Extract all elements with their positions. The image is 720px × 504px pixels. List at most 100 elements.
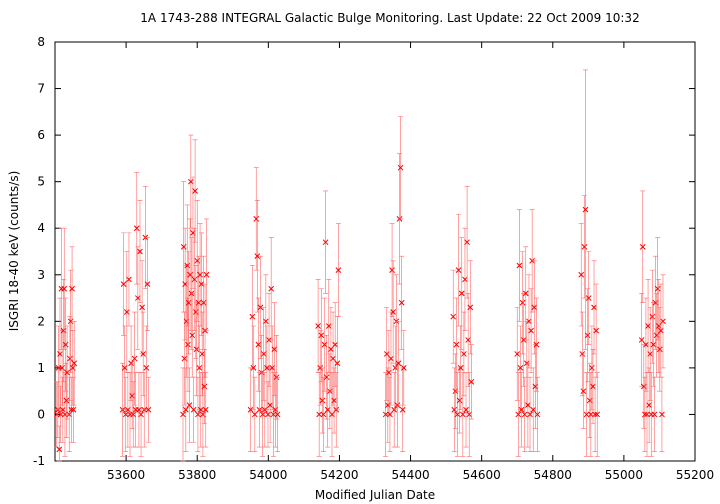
data-point bbox=[649, 313, 656, 320]
data-point bbox=[325, 323, 332, 329]
data-point bbox=[461, 351, 467, 357]
data-point bbox=[324, 406, 331, 413]
data-point bbox=[138, 411, 144, 418]
data-point bbox=[68, 406, 75, 413]
data-point bbox=[533, 341, 540, 348]
data-point bbox=[316, 411, 323, 418]
data-point bbox=[522, 290, 529, 297]
data-point bbox=[592, 411, 598, 418]
data-point bbox=[526, 318, 532, 325]
data-point bbox=[458, 290, 465, 297]
data-point bbox=[653, 332, 660, 339]
data-point bbox=[131, 355, 138, 362]
data-point bbox=[651, 411, 658, 418]
data-point bbox=[658, 327, 664, 334]
data-point bbox=[467, 304, 474, 311]
data-point bbox=[585, 295, 592, 301]
data-point bbox=[63, 397, 70, 404]
data-point bbox=[71, 360, 78, 367]
data-point bbox=[465, 337, 472, 343]
data-point bbox=[67, 355, 73, 362]
y-tick-label: 6 bbox=[37, 128, 45, 142]
plot-frame bbox=[54, 41, 696, 462]
data-point bbox=[453, 341, 460, 348]
data-point bbox=[144, 281, 151, 287]
data-point bbox=[527, 411, 533, 418]
data-point bbox=[267, 402, 273, 408]
data-point bbox=[129, 392, 136, 399]
data-point bbox=[584, 332, 591, 339]
x-tick-label: 55000 bbox=[605, 468, 643, 482]
data-point bbox=[145, 406, 152, 413]
data-point bbox=[332, 341, 339, 348]
data-point bbox=[328, 346, 334, 353]
data-point bbox=[334, 360, 341, 367]
data-point bbox=[395, 360, 402, 367]
data-point bbox=[181, 355, 188, 362]
data-point bbox=[268, 285, 275, 292]
data-point bbox=[643, 341, 649, 348]
data-point bbox=[185, 341, 191, 348]
data-point bbox=[656, 346, 663, 353]
data-point bbox=[386, 369, 392, 376]
data-point bbox=[140, 351, 147, 357]
y-tick-label: 0 bbox=[37, 407, 45, 421]
data-point bbox=[272, 406, 279, 413]
data-point bbox=[530, 406, 537, 413]
x-tick-label: 54800 bbox=[534, 468, 572, 482]
data-point bbox=[459, 411, 466, 418]
data-point bbox=[259, 411, 266, 418]
data-point bbox=[457, 365, 464, 371]
data-point bbox=[384, 402, 391, 408]
data-point bbox=[254, 253, 261, 260]
x-tick-label: 54400 bbox=[391, 468, 429, 482]
data-point bbox=[329, 411, 335, 418]
y-tick-label: 8 bbox=[37, 35, 45, 49]
data-point bbox=[322, 239, 329, 246]
data-point bbox=[320, 411, 327, 418]
data-point bbox=[383, 351, 390, 357]
data-point bbox=[659, 411, 665, 418]
data-point bbox=[321, 341, 328, 348]
data-point bbox=[645, 323, 651, 329]
data-point bbox=[515, 411, 522, 418]
data-point bbox=[468, 379, 475, 385]
data-point bbox=[660, 318, 666, 325]
data-point bbox=[187, 178, 194, 185]
data-point bbox=[247, 406, 254, 413]
x-axis-label: Modified Julian Date bbox=[315, 488, 435, 502]
error-bar bbox=[56, 425, 62, 462]
data-point bbox=[581, 243, 588, 250]
data-point bbox=[123, 309, 130, 315]
data-point bbox=[195, 411, 201, 418]
data-point bbox=[399, 406, 406, 413]
data-point bbox=[126, 276, 132, 283]
x-tick-label: 54200 bbox=[320, 468, 358, 482]
data-point bbox=[450, 313, 457, 320]
data-point bbox=[644, 411, 650, 418]
data-point bbox=[583, 411, 590, 418]
data-point bbox=[639, 243, 646, 250]
data-point bbox=[253, 216, 260, 222]
x-tick-label: 54600 bbox=[463, 468, 501, 482]
data-point bbox=[587, 411, 594, 418]
data-point bbox=[514, 351, 521, 357]
y-tick-label: 1 bbox=[37, 361, 45, 375]
data-point bbox=[265, 411, 271, 418]
data-point bbox=[516, 262, 523, 269]
data-point bbox=[180, 411, 186, 418]
y-tick-label: 4 bbox=[37, 221, 45, 235]
data-point bbox=[578, 271, 585, 278]
x-tick-label: 54000 bbox=[249, 468, 287, 482]
data-point bbox=[388, 355, 394, 362]
data-points bbox=[53, 69, 666, 462]
data-point bbox=[133, 225, 140, 232]
data-point bbox=[462, 276, 468, 283]
data-point bbox=[593, 327, 600, 334]
data-point bbox=[130, 411, 137, 418]
y-tick-label: 2 bbox=[37, 314, 45, 328]
axis-ticks: -1 0 1 2 3 4 5 6 7 8 53600 53800 54000 54200 54400 5460… bbox=[33, 35, 714, 482]
data-point bbox=[274, 411, 281, 418]
data-point bbox=[517, 365, 524, 371]
data-point bbox=[532, 383, 539, 390]
